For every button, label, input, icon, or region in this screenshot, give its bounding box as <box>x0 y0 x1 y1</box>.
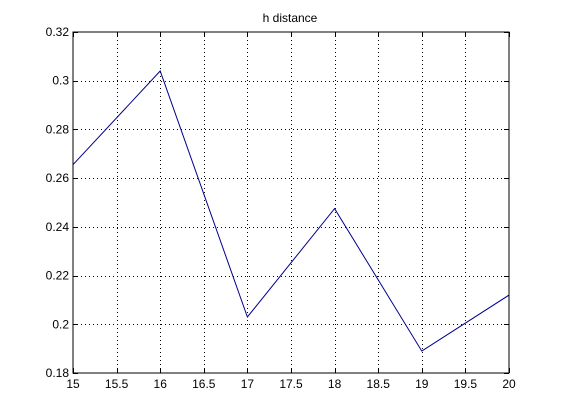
series-line <box>72 70 510 352</box>
plot-frame <box>72 31 510 374</box>
x-tick-labels: 15 15.5 16 16.5 17 17.5 18 18.5 19 19.5 20 <box>66 377 516 391</box>
chart-title: h distance <box>263 11 318 25</box>
x-tick-label: 17 <box>241 377 255 391</box>
x-tick-label: 15 <box>66 377 80 391</box>
grid <box>73 32 509 373</box>
x-tick-label: 20 <box>502 377 516 391</box>
y-tick-label: 0.26 <box>46 171 70 185</box>
y-tick-label: 0.18 <box>46 366 70 380</box>
x-tick-label: 18.5 <box>367 377 391 391</box>
x-tick-label: 19 <box>415 377 429 391</box>
x-tick-label: 18 <box>328 377 342 391</box>
x-tick-label: 16 <box>154 377 168 391</box>
y-tick-label: 0.2 <box>52 317 69 331</box>
x-tick-label: 16.5 <box>192 377 216 391</box>
y-tick-label: 0.3 <box>52 74 69 88</box>
y-tick-label: 0.28 <box>46 122 70 136</box>
series-layer <box>72 70 510 352</box>
y-tick-labels: 0.18 0.2 0.22 0.24 0.26 0.28 0.3 0.32 <box>46 25 70 380</box>
y-tick-label: 0.24 <box>46 220 70 234</box>
y-tick-label: 0.22 <box>46 269 70 283</box>
y-tick-label: 0.32 <box>46 25 70 39</box>
x-tick-label: 17.5 <box>279 377 303 391</box>
x-tick-label: 15.5 <box>105 377 129 391</box>
x-tick-label: 19.5 <box>454 377 478 391</box>
ticks <box>73 32 510 374</box>
